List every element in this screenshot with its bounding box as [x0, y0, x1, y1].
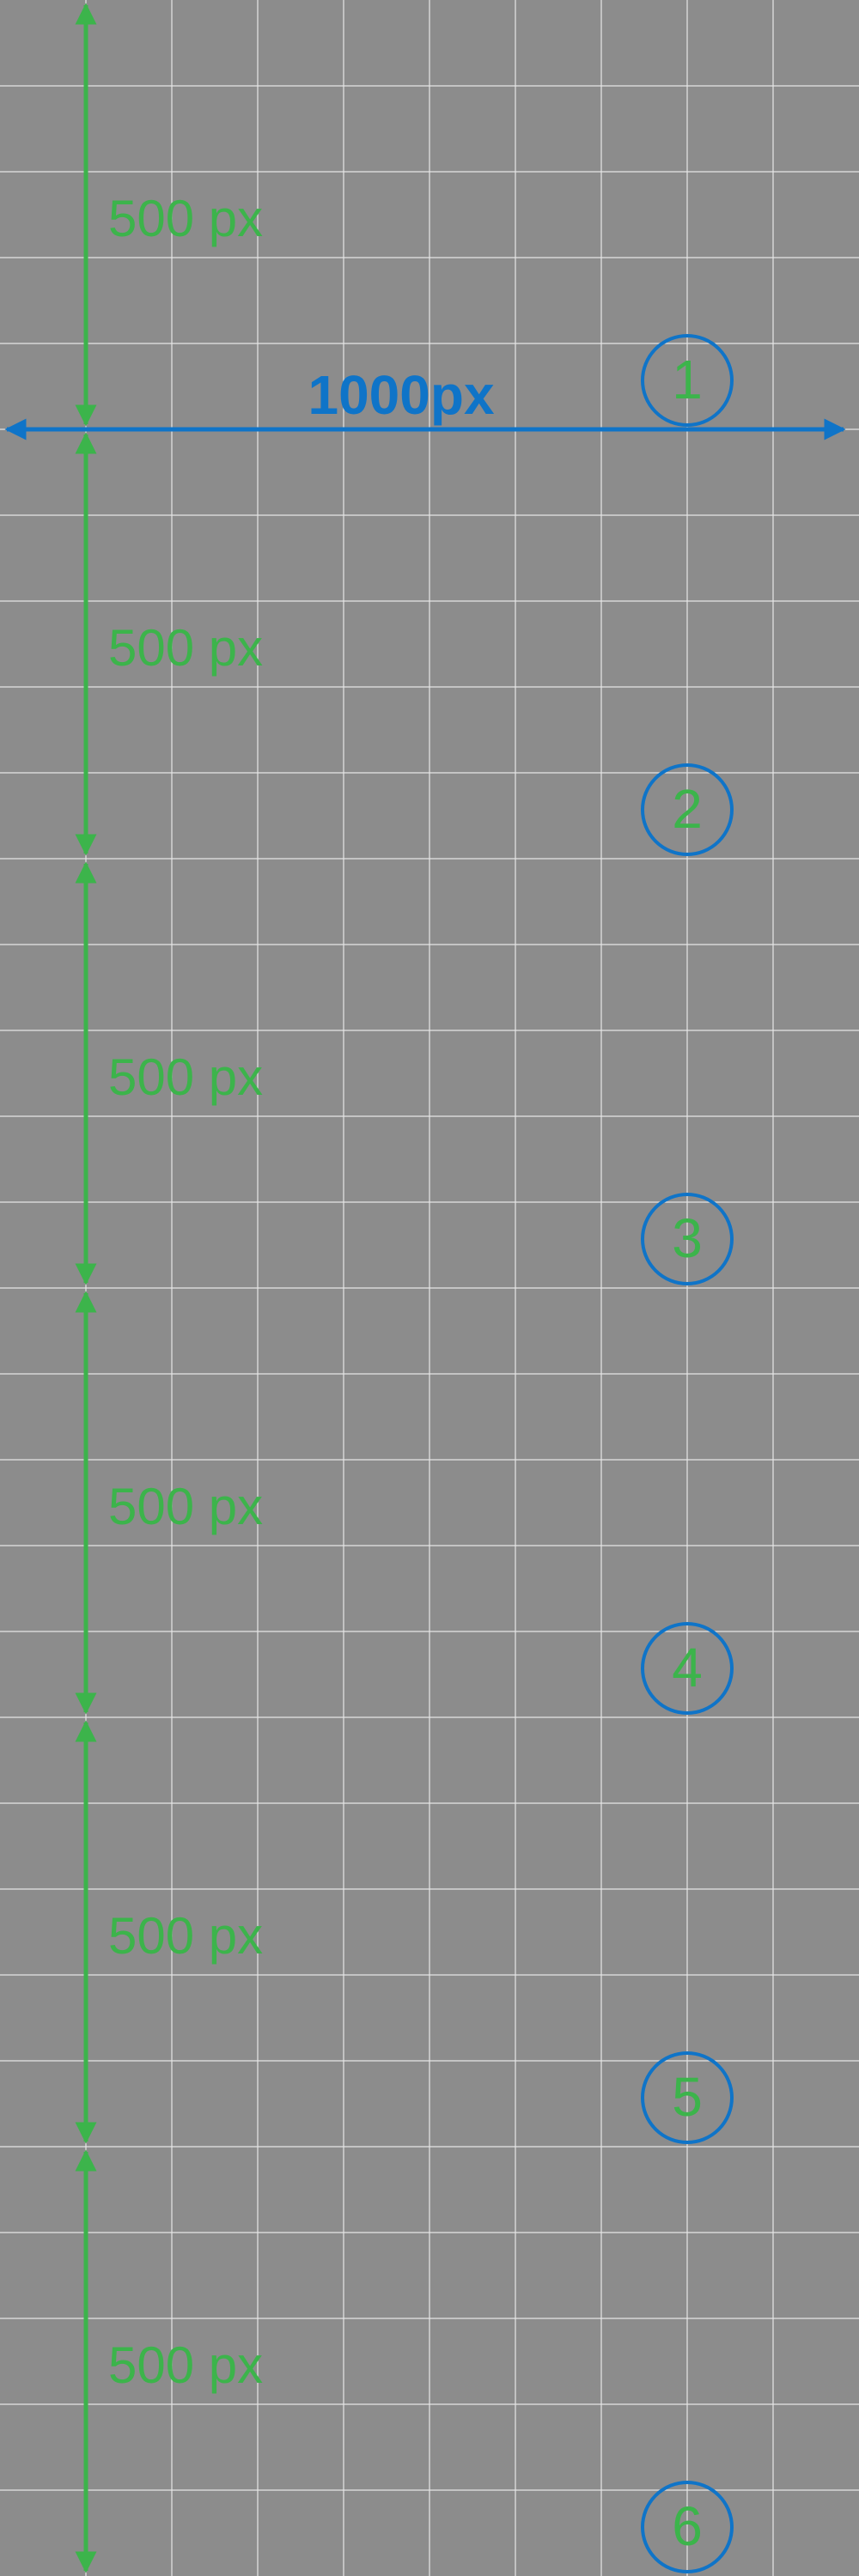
section-number: 5	[672, 2066, 703, 2128]
number-circle	[641, 1193, 734, 1285]
height-label: 500 px	[108, 1048, 263, 1106]
number-circle	[641, 2051, 734, 2144]
section-number: 2	[672, 778, 703, 840]
width-label: 1000px	[308, 364, 494, 426]
section-number: 4	[672, 1637, 703, 1698]
section-number: 1	[672, 349, 703, 410]
section-number: 6	[672, 2495, 703, 2557]
height-label: 500 px	[108, 1907, 263, 1965]
number-circle	[641, 763, 734, 856]
section: 500 px 1	[75, 3, 734, 427]
height-label: 500 px	[108, 190, 263, 247]
section: 500 px 6	[75, 2149, 734, 2573]
height-label: 500 px	[108, 619, 263, 677]
section-number: 3	[672, 1207, 703, 1269]
number-circle	[641, 2481, 734, 2573]
section: 500 px 3	[75, 861, 734, 1285]
width-dimension: 1000px	[4, 364, 846, 440]
section: 500 px 4	[75, 1291, 734, 1715]
number-circle	[641, 1622, 734, 1715]
section: 500 px 5	[75, 1720, 734, 2144]
height-label: 500 px	[108, 1478, 263, 1535]
section: 500 px 2	[75, 432, 734, 856]
height-label: 500 px	[108, 2336, 263, 2394]
